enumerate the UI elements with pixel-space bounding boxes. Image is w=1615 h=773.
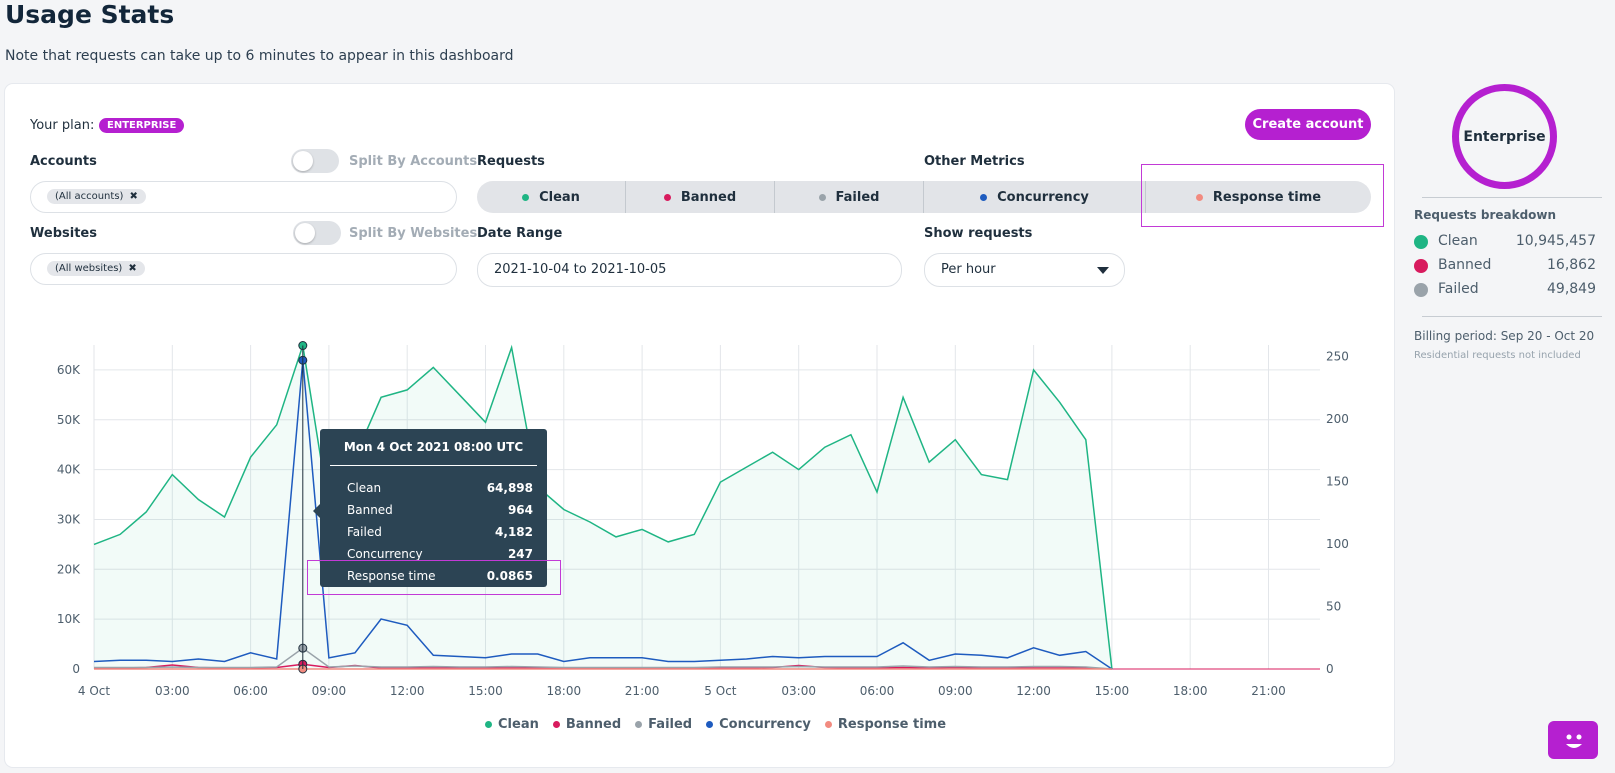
y-right-tick-label: 200 [1326,412,1349,426]
y-right-tick-label: 50 [1326,600,1341,614]
create-account-button[interactable]: Create account [1245,109,1371,140]
plan-badge: ENTERPRISE [99,118,185,133]
billing-period: Billing period: Sep 20 - Oct 20 [1414,329,1595,343]
series-line-clean [93,344,1113,670]
segment-failed[interactable]: Failed [775,181,924,213]
breakdown-title: Requests breakdown [1414,208,1557,222]
plan-label: Your plan: [30,118,95,133]
y-left-tick-label: 50K [57,413,81,427]
split-websites-toggle[interactable] [293,221,341,245]
y-left-tick-label: 10K [57,612,81,626]
highlight-response-time-row [307,560,561,595]
x-tick-label: 18:00 [547,684,582,698]
x-tick-label: 03:00 [155,684,190,698]
chat-face-icon [1566,734,1582,748]
segment-banned[interactable]: Banned [626,181,775,213]
y-left-tick-label: 60K [57,363,81,377]
tooltip-row-clean: Clean 64,898 [347,481,533,495]
y-right-tick-label: 150 [1326,475,1349,489]
failed-dot-icon [818,193,826,201]
x-tick-label: 4 Oct [78,684,110,698]
y-right-tick-label: 0 [1326,662,1334,676]
accounts-label: Accounts [30,154,97,169]
breakdown-row-failed: Failed 49,849 [1414,281,1596,301]
legend-banned[interactable]: Banned [552,717,621,732]
remove-chip-icon[interactable]: ✖ [129,191,138,202]
x-tick-label: 03:00 [781,684,816,698]
tooltip-row-banned: Banned 964 [347,503,533,517]
tooltip-row-response-time: Response time 0.0865 [347,569,533,583]
plan-ring: Enterprise [1452,84,1557,189]
split-websites-label: Split By Websites [349,226,478,241]
legend-concurrency[interactable]: Concurrency [706,717,811,732]
split-accounts-label: Split By Accounts [349,154,478,169]
x-tick-label: 18:00 [1173,684,1208,698]
x-tick-label: 09:00 [938,684,973,698]
chevron-down-icon [1097,267,1109,274]
highlight-response-time-segment [1141,164,1384,227]
other-metrics-label: Other Metrics [924,154,1025,169]
residential-note: Residential requests not included [1414,350,1581,361]
concurrency-dot-icon [980,193,988,201]
x-tick-label: 15:00 [1095,684,1130,698]
y-left-tick-label: 20K [57,562,81,576]
x-tick-label: 12:00 [1016,684,1051,698]
remove-chip-icon[interactable]: ✖ [128,263,137,274]
banned-dot-icon [663,193,671,201]
segment-clean[interactable]: Clean [477,181,626,213]
accounts-chip: (All accounts) ✖ [47,189,146,204]
segment-response-time[interactable]: Response time [1146,181,1371,213]
x-tick-label: 06:00 [860,684,895,698]
series-line-concurrency [93,360,1113,670]
tooltip-title: Mon 4 Oct 2021 08:00 UTC [343,440,524,454]
x-tick-label: 15:00 [468,684,503,698]
show-requests-select[interactable]: Per hour [924,253,1125,287]
series-area-clean [94,345,1112,669]
y-left-tick-label: 40K [57,463,81,477]
websites-label: Websites [30,226,97,241]
x-tick-label: 21:00 [1251,684,1286,698]
tooltip-row-failed: Failed 4,182 [347,525,533,539]
y-left-tick-label: 0 [72,662,80,676]
page-title: Usage Stats [5,0,175,29]
websites-chip: (All websites) ✖ [47,261,145,276]
show-requests-label: Show requests [924,226,1033,241]
divider [1422,197,1602,198]
tooltip-row-concurrency: Concurrency 247 [347,547,533,561]
y-left-tick-label: 30K [57,512,81,526]
chat-widget-button[interactable] [1548,721,1598,759]
clean-dot-icon [522,193,530,201]
response-time-dot-icon [1195,193,1203,201]
segment-concurrency[interactable]: Concurrency [924,181,1146,213]
legend-response-time[interactable]: Response time [824,717,946,732]
chart-legend: Clean Banned Failed Concurrency Response… [485,717,946,732]
accounts-select[interactable]: (All accounts) ✖ [30,181,457,213]
series-line-failed [94,647,1112,670]
x-tick-label: 09:00 [312,684,347,698]
date-range-label: Date Range [477,226,563,241]
websites-select[interactable]: (All websites) ✖ [30,253,457,285]
x-tick-label: 12:00 [390,684,425,698]
y-right-tick-label: 250 [1326,350,1349,364]
legend-failed[interactable]: Failed [635,717,692,732]
x-tick-label: 06:00 [233,684,268,698]
x-tick-label: 5 Oct [704,684,736,698]
requests-label: Requests [477,154,545,169]
date-range-input[interactable]: 2021-10-04 to 2021-10-05 [477,253,902,287]
y-right-tick-label: 100 [1326,537,1349,551]
x-tick-label: 21:00 [625,684,660,698]
legend-clean[interactable]: Clean [485,717,539,732]
breakdown-row-clean: Clean 10,945,457 [1414,233,1596,253]
divider [1422,316,1602,317]
page-note: Note that requests can take up to 6 minu… [5,48,514,64]
breakdown-row-banned: Banned 16,862 [1414,257,1596,277]
split-accounts-toggle[interactable] [291,149,339,173]
